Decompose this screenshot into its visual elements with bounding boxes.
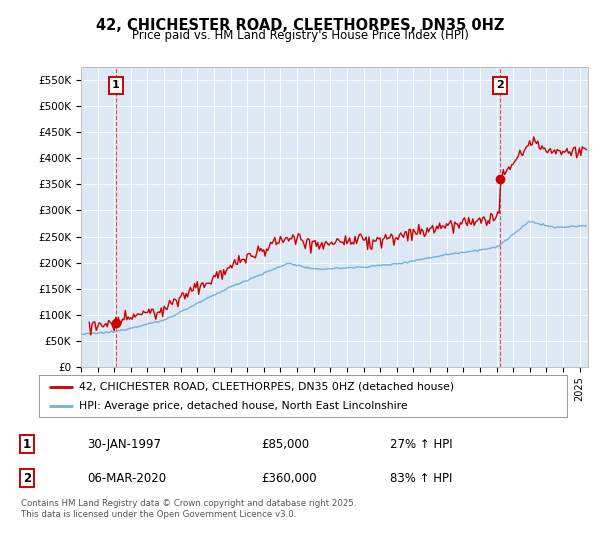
- Text: 2: 2: [23, 472, 31, 484]
- Text: 1: 1: [23, 437, 31, 451]
- Text: 42, CHICHESTER ROAD, CLEETHORPES, DN35 0HZ (detached house): 42, CHICHESTER ROAD, CLEETHORPES, DN35 0…: [79, 381, 454, 391]
- Text: £85,000: £85,000: [261, 437, 309, 451]
- Text: HPI: Average price, detached house, North East Lincolnshire: HPI: Average price, detached house, Nort…: [79, 401, 407, 411]
- Text: 27% ↑ HPI: 27% ↑ HPI: [390, 437, 452, 451]
- Text: 30-JAN-1997: 30-JAN-1997: [87, 437, 161, 451]
- Text: 06-MAR-2020: 06-MAR-2020: [87, 472, 166, 484]
- Text: 1: 1: [112, 81, 119, 90]
- Text: Price paid vs. HM Land Registry's House Price Index (HPI): Price paid vs. HM Land Registry's House …: [131, 29, 469, 42]
- Text: 42, CHICHESTER ROAD, CLEETHORPES, DN35 0HZ: 42, CHICHESTER ROAD, CLEETHORPES, DN35 0…: [96, 18, 504, 33]
- Text: £360,000: £360,000: [261, 472, 317, 484]
- Text: Contains HM Land Registry data © Crown copyright and database right 2025.
This d: Contains HM Land Registry data © Crown c…: [21, 499, 356, 519]
- Text: 2: 2: [496, 81, 503, 90]
- Text: 83% ↑ HPI: 83% ↑ HPI: [390, 472, 452, 484]
